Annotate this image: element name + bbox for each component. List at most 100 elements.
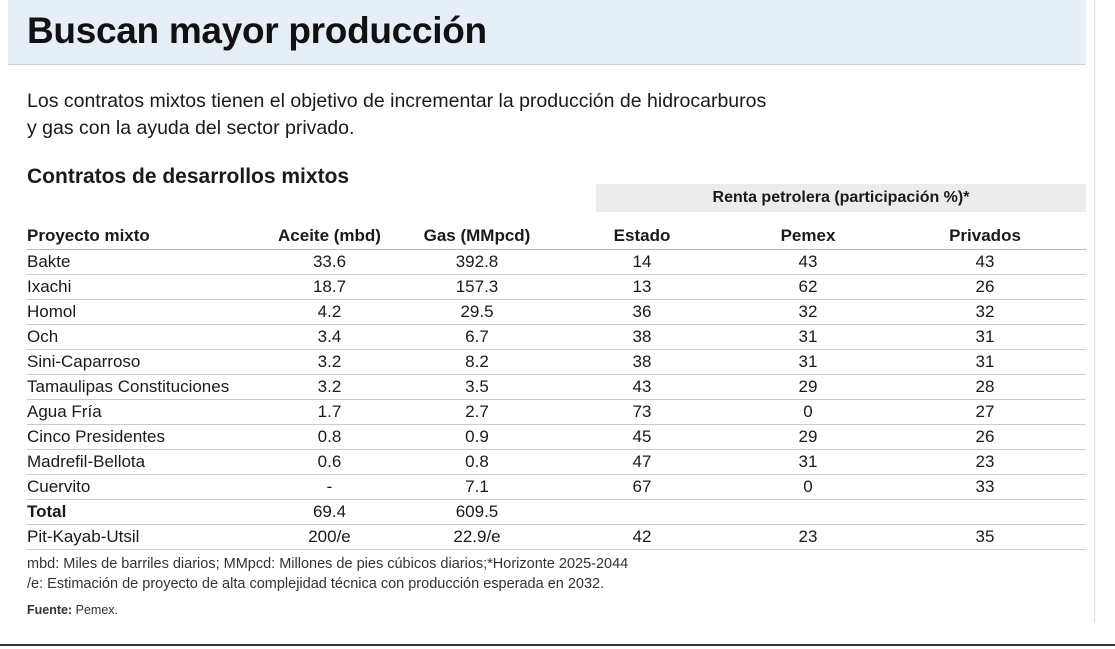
- table-row: Bakte 33.6 392.8 14 43 43: [27, 249, 1086, 275]
- table-cell: 31: [732, 349, 884, 375]
- table-cell: Total: [27, 499, 257, 525]
- table-cell: 45: [552, 424, 732, 450]
- table-cell: Cuervito: [27, 474, 257, 500]
- table-cell: 0: [732, 474, 884, 500]
- table-cell: Cinco Presidentes: [27, 424, 257, 450]
- table-cell: Bakte: [27, 249, 257, 275]
- table-cell: 3.2: [257, 349, 402, 375]
- table-cell: 43: [732, 249, 884, 275]
- table-cell: 43: [884, 249, 1086, 275]
- table-row: Ixachi 18.7 157.3 13 62 26: [27, 274, 1086, 300]
- table-cell: Pit-Kayab-Utsil: [27, 524, 257, 550]
- table-header-row: Proyecto mixto Aceite (mbd) Gas (MMpcd) …: [27, 222, 1086, 250]
- intro-line-2: y gas con la ayuda del sector privado.: [27, 117, 355, 139]
- column-header: Estado: [552, 222, 732, 250]
- table-cell: 0.8: [257, 424, 402, 450]
- table-cell: 392.8: [402, 249, 552, 275]
- table-cell: 1.7: [257, 399, 402, 425]
- table-cell: -: [257, 474, 402, 500]
- table-cell: 73: [552, 399, 732, 425]
- table-row: Agua Fría 1.7 2.7 73 0 27: [27, 399, 1086, 425]
- table-cell: 28: [884, 374, 1086, 400]
- table-row: Homol 4.2 29.5 36 32 32: [27, 299, 1086, 325]
- table-cell: 0.9: [402, 424, 552, 450]
- table-cell: 609.5: [402, 499, 552, 525]
- table-cell: [552, 499, 732, 525]
- table-cell: Tamaulipas Constituciones: [27, 374, 257, 400]
- table-cell: 3.4: [257, 324, 402, 350]
- table-cell: 33.6: [257, 249, 402, 275]
- right-edge-divider: [1094, 0, 1095, 622]
- table-row: Madrefil-Bellota 0.6 0.8 47 31 23: [27, 449, 1086, 475]
- table-cell: Homol: [27, 299, 257, 325]
- table-cell: 23: [884, 449, 1086, 475]
- contracts-table: Proyecto mixto Aceite (mbd) Gas (MMpcd) …: [27, 222, 1086, 550]
- table-cell: Och: [27, 324, 257, 350]
- column-header: Pemex: [732, 222, 884, 250]
- table-cell: 69.4: [257, 499, 402, 525]
- table-cell: 33: [884, 474, 1086, 500]
- table-cell: 23: [732, 524, 884, 550]
- table-cell: 31: [732, 324, 884, 350]
- table-row: Pit-Kayab-Utsil 200/e 22.9/e 42 23 35: [27, 524, 1086, 550]
- table-cell: 29.5: [402, 299, 552, 325]
- column-header: Gas (MMpcd): [402, 222, 552, 250]
- table-cell: 14: [552, 249, 732, 275]
- column-header: Aceite (mbd): [257, 222, 402, 250]
- infographic: Buscan mayor producción Los contratos mi…: [8, 0, 1095, 622]
- table-cell: 26: [884, 424, 1086, 450]
- table-cell: Ixachi: [27, 274, 257, 300]
- table-cell: 157.3: [402, 274, 552, 300]
- table-cell: 31: [884, 349, 1086, 375]
- table-cell: 31: [732, 449, 884, 475]
- table-cell: 67: [552, 474, 732, 500]
- table-cell: 18.7: [257, 274, 402, 300]
- table-cell: 7.1: [402, 474, 552, 500]
- intro-text: Los contratos mixtos tienen el objetivo …: [27, 88, 927, 142]
- table-cell: 29: [732, 374, 884, 400]
- table-cell: Sini-Caparroso: [27, 349, 257, 375]
- table-cell: 43: [552, 374, 732, 400]
- intro-line-1: Los contratos mixtos tienen el objetivo …: [27, 90, 767, 112]
- table-row: Tamaulipas Constituciones 3.2 3.5 43 29 28: [27, 374, 1086, 400]
- table-cell: 2.7: [402, 399, 552, 425]
- table-cell: 6.7: [402, 324, 552, 350]
- table-cell: 36: [552, 299, 732, 325]
- table-cell: 47: [552, 449, 732, 475]
- table-row: Och 3.4 6.7 38 31 31: [27, 324, 1086, 350]
- table-cell: 200/e: [257, 524, 402, 550]
- table-cell: 26: [884, 274, 1086, 300]
- table-cell: [884, 499, 1086, 525]
- column-header: Proyecto mixto: [27, 222, 257, 250]
- table-cell: Agua Fría: [27, 399, 257, 425]
- renta-petrolera-group-header: Renta petrolera (participación %)*: [596, 184, 1086, 212]
- table-cell: 42: [552, 524, 732, 550]
- table-cell: 32: [732, 299, 884, 325]
- footnote-1: mbd: Miles de barriles diarios; MMpcd: M…: [27, 556, 629, 572]
- source-value: Pemex.: [75, 603, 119, 617]
- title-bar: Buscan mayor producción: [8, 0, 1086, 65]
- table-cell: 62: [732, 274, 884, 300]
- table-cell: 35: [884, 524, 1086, 550]
- table-cell: 4.2: [257, 299, 402, 325]
- table-cell: 0.8: [402, 449, 552, 475]
- table-cell: 3.5: [402, 374, 552, 400]
- table-cell: 8.2: [402, 349, 552, 375]
- table-cell: 31: [884, 324, 1086, 350]
- footnote-2: /e: Estimación de proyecto de alta compl…: [27, 576, 605, 592]
- table-row: Cuervito -7.1 67 0 33: [27, 474, 1086, 500]
- section-title: Contratos de desarrollos mixtos: [27, 165, 350, 188]
- source-note: Fuente: Pemex.: [27, 603, 118, 617]
- footnotes: mbd: Miles de barriles diarios; MMpcd: M…: [27, 554, 628, 594]
- table-cell: 13: [552, 274, 732, 300]
- bottom-divider: [0, 644, 1115, 646]
- table-cell: 27: [884, 399, 1086, 425]
- table-cell: 38: [552, 324, 732, 350]
- table-cell: Madrefil-Bellota: [27, 449, 257, 475]
- table-cell: 0.6: [257, 449, 402, 475]
- table-cell: 38: [552, 349, 732, 375]
- table-cell: 32: [884, 299, 1086, 325]
- column-header: Privados: [884, 222, 1086, 250]
- page-title: Buscan mayor producción: [27, 10, 487, 51]
- table-cell: 29: [732, 424, 884, 450]
